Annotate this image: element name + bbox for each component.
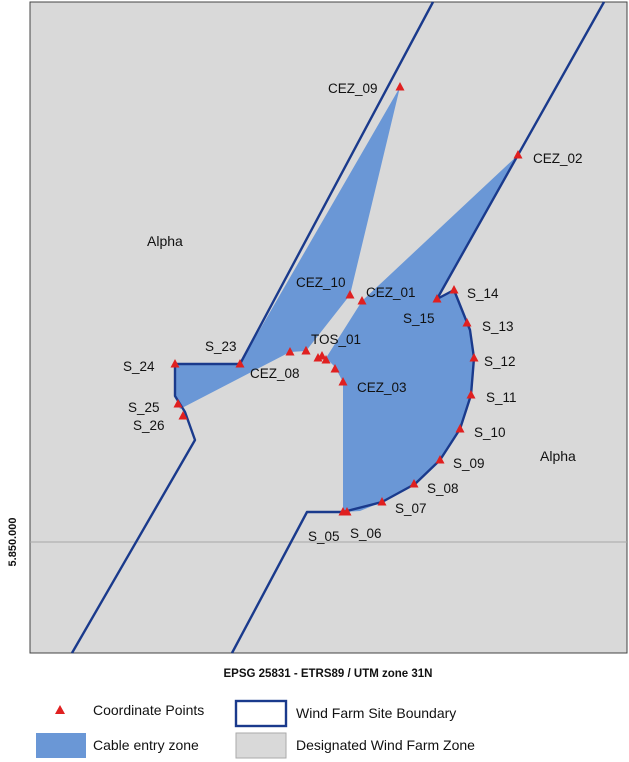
cable-entry-zone	[175, 87, 518, 512]
legend: Coordinate Points Wind Farm Site Boundar…	[36, 699, 475, 759]
point-marker-s_26	[178, 411, 188, 420]
point-label-cez_02: CEZ_02	[533, 151, 583, 166]
point-marker-s_09	[435, 455, 445, 464]
point-marker-cez_02	[513, 150, 523, 159]
point-label-s_06: S_06	[350, 526, 382, 541]
northing-label: 5.850.000	[7, 518, 19, 567]
region-label-west: Alpha	[147, 233, 183, 249]
point-label-cez_10: CEZ_10	[296, 275, 346, 290]
crs-caption: EPSG 25831 - ETRS89 / UTM zone 31N	[224, 668, 433, 680]
point-marker-s_06	[342, 507, 352, 516]
point-label-s_10: S_10	[474, 425, 506, 440]
point-marker-unlabeled	[330, 364, 340, 373]
cable-swatch-icon	[36, 733, 86, 758]
point-label-s_09: S_09	[453, 456, 485, 471]
point-marker-unlabeled	[285, 347, 295, 356]
point-label-s_15: S_15	[403, 311, 435, 326]
point-label-s_24: S_24	[123, 359, 155, 374]
point-label-tos_01: TOS_01	[311, 332, 361, 347]
point-label-cez_09: CEZ_09	[328, 81, 378, 96]
region-label-east: Alpha	[540, 448, 576, 464]
point-marker-s_11	[466, 390, 476, 399]
point-marker-s_14	[449, 285, 459, 294]
zone-swatch-icon	[235, 732, 287, 759]
legend-coordinate-points: Coordinate Points	[93, 702, 204, 718]
point-label-s_12: S_12	[484, 354, 516, 369]
point-label-s_05: S_05	[308, 529, 340, 544]
point-label-s_25: S_25	[128, 400, 160, 415]
red-triangle-icon	[55, 705, 65, 714]
point-label-s_13: S_13	[482, 319, 514, 334]
point-label-cez_01: CEZ_01	[366, 285, 416, 300]
point-marker-s_12	[469, 353, 479, 362]
point-label-s_07: S_07	[395, 501, 427, 516]
legend-cable-entry: Cable entry zone	[93, 737, 199, 753]
point-marker-cez_01	[357, 296, 367, 305]
point-marker-s_25	[173, 399, 183, 408]
legend-designated-zone: Designated Wind Farm Zone	[296, 737, 475, 753]
point-marker-cez_03	[338, 377, 348, 386]
point-marker-s_24	[170, 359, 180, 368]
point-label-s_26: S_26	[133, 418, 165, 433]
point-label-s_14: S_14	[467, 286, 499, 301]
point-marker-unlabeled	[321, 355, 331, 364]
point-marker-unlabeled	[313, 353, 323, 362]
boundary-swatch-icon	[234, 699, 288, 728]
point-marker-s_08	[409, 479, 419, 488]
point-marker-s_10	[455, 424, 465, 433]
point-label-s_11: S_11	[486, 390, 517, 405]
designated-zone-area	[29, 1, 628, 654]
point-marker-s_07	[377, 497, 387, 506]
point-marker-cez_10	[345, 290, 355, 299]
point-marker-s_23	[235, 359, 245, 368]
point-marker-cez_09	[395, 82, 405, 91]
cable-entry-east	[326, 155, 518, 512]
point-marker-s_15	[432, 294, 442, 303]
legend-site-boundary: Wind Farm Site Boundary	[296, 705, 456, 721]
point-label-s_23: S_23	[205, 339, 237, 354]
point-label-cez_03: CEZ_03	[357, 380, 407, 395]
point-label-cez_08: CEZ_08	[250, 366, 300, 381]
coordinate-points: CEZ_09 CEZ_02 CEZ_10 CEZ_01 S_14 S_15 S_13 TOS_…	[123, 81, 583, 544]
point-label-s_08: S_08	[427, 481, 459, 496]
point-marker-s_13	[462, 318, 472, 327]
point-marker-unlabeled	[301, 346, 311, 355]
cable-entry-west	[175, 87, 400, 409]
